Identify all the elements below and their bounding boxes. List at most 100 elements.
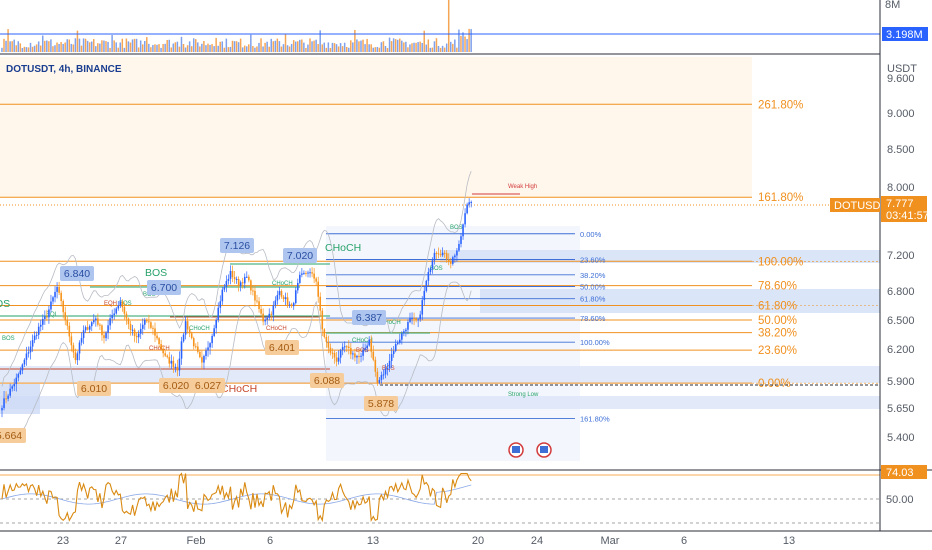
volume-bar [239, 38, 242, 52]
volume-bar [386, 47, 389, 52]
pivot-label-bg [352, 310, 386, 325]
volume-bar [176, 41, 179, 52]
volume-bar [201, 43, 203, 52]
structure-tag: BOS [430, 266, 443, 272]
volume-bar [80, 45, 83, 52]
volume-bar [370, 44, 372, 52]
volume-bar [307, 44, 309, 52]
candle-body [248, 276, 250, 281]
candle-body [421, 300, 424, 315]
price-tick: 9.600 [887, 73, 915, 85]
volume-bar [101, 40, 103, 52]
volume-bar [154, 44, 156, 52]
fib-extension-label: 78.60% [758, 281, 797, 293]
candle-body [195, 346, 197, 348]
candle-body [58, 286, 60, 293]
candle-body [401, 333, 403, 340]
volume-bar [44, 40, 46, 52]
candle-body [225, 280, 228, 287]
candles[interactable] [1, 198, 472, 418]
structure-tag: Strong Low [508, 392, 539, 398]
candle-body [180, 341, 183, 359]
pivot-label: 7.020 [287, 250, 313, 262]
candle-body [117, 305, 120, 309]
structure-tag: BOS [2, 336, 15, 342]
pivot-label: 6.088 [314, 375, 340, 387]
volume-bar [178, 46, 181, 52]
symbol-tag: DOTUSDT [834, 200, 887, 212]
candle-body [160, 344, 162, 349]
candle-body [88, 326, 91, 330]
candle-body [292, 303, 295, 307]
candle-body [309, 272, 311, 274]
candle-body [223, 286, 226, 290]
candle-body [127, 318, 130, 325]
candle-body [146, 319, 148, 322]
extension-zone [0, 57, 752, 197]
volume-bar [280, 46, 283, 52]
countdown: 03:41:57 [886, 210, 929, 222]
volume-bar [380, 42, 383, 52]
candle-body [97, 318, 99, 325]
rsi-tick: 50.00 [886, 494, 914, 506]
candle-body [211, 335, 213, 344]
candle-body [207, 347, 209, 351]
candle-body [366, 345, 368, 349]
candle-body [148, 321, 150, 323]
candle-body [50, 301, 52, 310]
volume-bar [166, 39, 168, 52]
volume-bar [231, 40, 234, 52]
candle-body [172, 360, 175, 368]
volume-bar [348, 47, 350, 52]
volume-bar [399, 38, 401, 52]
candle-body [74, 352, 77, 361]
candle-body [23, 359, 26, 365]
volume-bar [368, 44, 370, 52]
candle-body [135, 335, 138, 338]
candle-body [139, 328, 142, 334]
volume-bar [144, 41, 146, 52]
structure-tag: EQL [46, 312, 59, 318]
candle-body [315, 278, 317, 282]
volume-bar [409, 44, 411, 52]
volume-bar [364, 44, 366, 52]
volume-bar [270, 38, 272, 52]
candle-body [221, 289, 224, 302]
candle-body [246, 276, 248, 278]
price-tick: 8.000 [887, 182, 915, 194]
volume-bar [105, 41, 107, 52]
volume-bar [278, 41, 281, 52]
candle-body [121, 301, 124, 308]
candle-body [439, 254, 442, 256]
volume-bar [317, 43, 319, 52]
volume-bar [327, 42, 330, 52]
fib-retracement-label: 61.80% [580, 295, 606, 304]
candle-body [345, 346, 348, 348]
rsi-signal-line [1, 484, 472, 505]
candle-body [31, 340, 34, 347]
candle-body [3, 398, 5, 408]
volume-bar [447, 0, 450, 52]
candle-body [456, 250, 458, 256]
time-tick: 6 [681, 535, 687, 547]
candle-body [454, 255, 456, 258]
volume-bar [182, 43, 185, 52]
candle-body [423, 290, 426, 301]
price-tick: 9.000 [887, 108, 915, 120]
volume-bar [52, 46, 54, 52]
volume-bar [235, 41, 238, 52]
volume-bar [433, 41, 436, 52]
volume-bar [225, 38, 228, 52]
candle-body [109, 318, 111, 326]
volume-bar [156, 44, 158, 52]
volume-bar [288, 46, 291, 52]
volume-bar [207, 43, 209, 52]
time-tick: 13 [367, 535, 379, 547]
candle-body [370, 339, 373, 352]
volume-bar [323, 42, 326, 52]
structure-tag: BOS [450, 225, 463, 231]
candle-body [319, 296, 322, 311]
pivot-label: 6.010 [81, 383, 107, 395]
volume-bar [205, 45, 207, 52]
